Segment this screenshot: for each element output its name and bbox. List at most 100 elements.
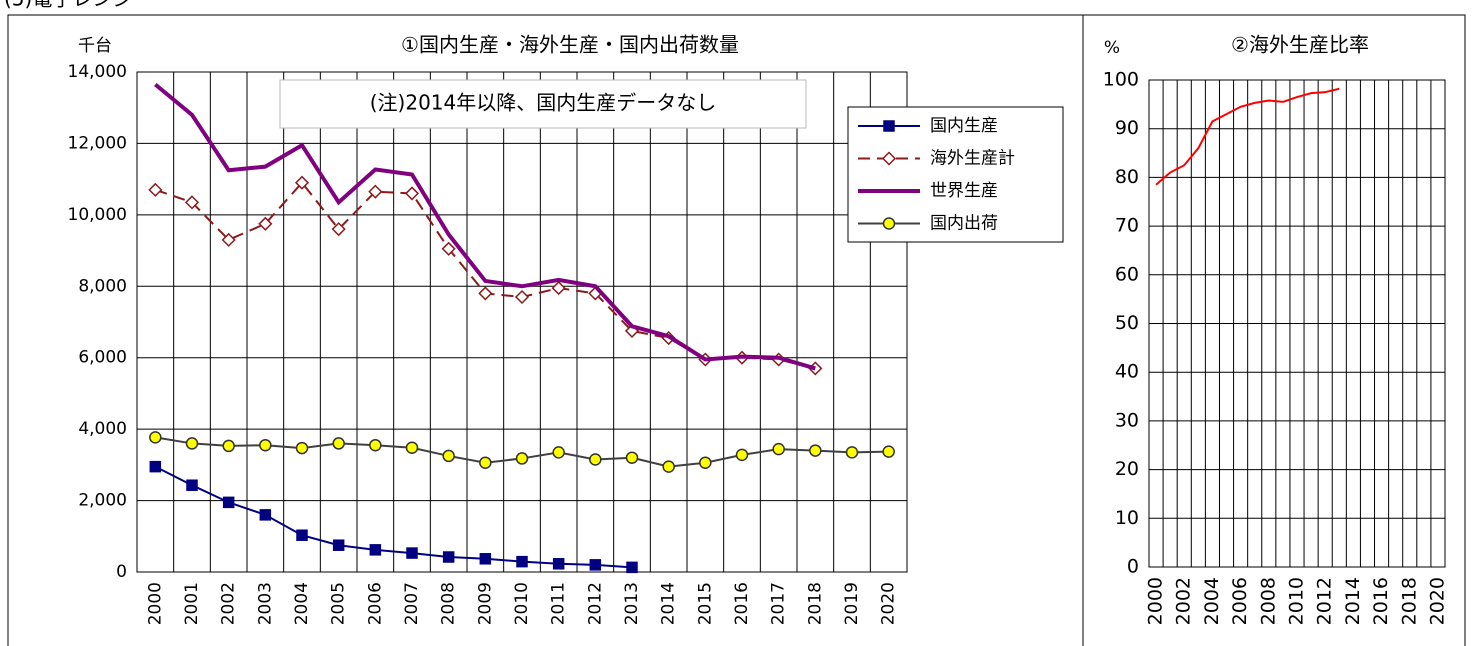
x-tick-label: 2004 bbox=[292, 582, 312, 625]
x-tick-label: 2008 bbox=[439, 582, 459, 625]
marker bbox=[772, 442, 785, 456]
x-tick-label: 2018 bbox=[1398, 577, 1420, 625]
marker bbox=[441, 241, 456, 256]
legend-label: 国内出荷 bbox=[930, 214, 998, 234]
series-line bbox=[154, 465, 633, 569]
series bbox=[149, 431, 895, 473]
x-tick-label: 2011 bbox=[549, 582, 569, 625]
marker bbox=[552, 558, 565, 570]
x-tick-label: 2002 bbox=[219, 582, 239, 625]
marker bbox=[148, 182, 163, 197]
y-tick-label: 20 bbox=[1115, 458, 1139, 480]
marker bbox=[294, 175, 310, 190]
y-tick-label: 50 bbox=[1115, 312, 1139, 334]
marker bbox=[883, 120, 895, 132]
series-line bbox=[154, 82, 816, 371]
y-tick-label: 10 bbox=[1115, 507, 1139, 529]
x-tick-label: 2003 bbox=[255, 582, 275, 625]
x-tick-label: 2020 bbox=[1426, 577, 1448, 625]
marker bbox=[735, 448, 749, 462]
marker bbox=[258, 216, 273, 231]
x-tick-label: 2000 bbox=[1145, 577, 1167, 625]
marker bbox=[369, 544, 382, 556]
x-tick-label: 2010 bbox=[512, 582, 532, 625]
marker bbox=[222, 439, 235, 453]
x-tick-label: 2016 bbox=[732, 582, 752, 625]
x-tick-label: 2019 bbox=[842, 582, 862, 625]
x-tick-label: 2004 bbox=[1201, 577, 1223, 625]
marker bbox=[296, 529, 308, 541]
marker bbox=[404, 186, 420, 201]
legend-label: 国内生産 bbox=[930, 116, 998, 136]
y-tick-label: 14,000 bbox=[68, 62, 127, 82]
y-tick-label: 0 bbox=[1127, 556, 1139, 578]
marker bbox=[551, 281, 566, 296]
series-line bbox=[1155, 87, 1340, 186]
x-tick-label: 2008 bbox=[1257, 577, 1279, 625]
x-tick-label: 2007 bbox=[402, 582, 422, 625]
legend-label: 世界生産 bbox=[930, 181, 998, 201]
marker bbox=[332, 539, 345, 551]
marker bbox=[259, 509, 272, 521]
chart-title: ①国内生産・海外生産・国内出荷数量 bbox=[401, 33, 739, 57]
x-tick-label: 2009 bbox=[475, 582, 495, 625]
marker bbox=[331, 222, 346, 237]
marker bbox=[881, 151, 897, 166]
marker bbox=[221, 232, 236, 247]
x-tick-label: 2014 bbox=[1342, 577, 1364, 625]
marker bbox=[442, 449, 455, 463]
marker bbox=[845, 446, 859, 459]
frame bbox=[7, 14, 1466, 646]
y-tick-label: 70 bbox=[1115, 215, 1139, 237]
marker bbox=[149, 460, 162, 473]
y-tick-label: 4,000 bbox=[78, 419, 127, 439]
series bbox=[154, 82, 816, 371]
legend-label: 海外生産計 bbox=[930, 149, 1015, 169]
y-tick-label: 10,000 bbox=[68, 205, 127, 225]
marker bbox=[699, 456, 712, 469]
marker bbox=[882, 445, 895, 458]
series bbox=[149, 460, 638, 574]
y-tick-label: 2,000 bbox=[78, 491, 127, 511]
plot-area bbox=[136, 71, 908, 573]
marker bbox=[626, 561, 638, 574]
x-tick-label: 2001 bbox=[182, 582, 202, 625]
marker bbox=[589, 453, 602, 466]
marker bbox=[478, 286, 493, 301]
marker bbox=[295, 441, 309, 455]
y-tick-label: 40 bbox=[1115, 361, 1139, 383]
marker bbox=[515, 452, 529, 465]
x-tick-label: 2016 bbox=[1370, 577, 1392, 625]
marker bbox=[186, 479, 198, 491]
x-tick-label: 2017 bbox=[769, 582, 789, 625]
marker bbox=[406, 547, 418, 559]
y-axis-label: % bbox=[1104, 38, 1120, 58]
marker bbox=[405, 441, 419, 454]
marker bbox=[625, 451, 639, 464]
y-tick-label: 100 bbox=[1103, 69, 1139, 91]
marker bbox=[662, 460, 675, 473]
marker bbox=[185, 437, 199, 450]
x-tick-label: 2013 bbox=[622, 582, 642, 625]
marker bbox=[149, 431, 162, 444]
marker bbox=[552, 446, 565, 459]
marker bbox=[514, 289, 530, 305]
x-tick-label: 2014 bbox=[659, 582, 679, 625]
y-tick-label: 6,000 bbox=[78, 348, 127, 368]
series bbox=[1155, 87, 1340, 186]
annotation-box bbox=[279, 79, 807, 129]
x-tick-label: 2002 bbox=[1173, 577, 1195, 625]
y-tick-label: 30 bbox=[1115, 409, 1139, 431]
annotation: (注)2014年以降、国内生産データなし bbox=[370, 91, 717, 115]
marker bbox=[479, 553, 492, 565]
y-tick-label: 80 bbox=[1115, 166, 1139, 188]
x-tick-label: 2020 bbox=[879, 582, 899, 625]
marker bbox=[259, 438, 272, 452]
marker bbox=[184, 195, 200, 210]
x-tick-label: 2010 bbox=[1286, 577, 1308, 625]
x-tick-label: 2018 bbox=[805, 582, 825, 625]
marker bbox=[332, 437, 345, 450]
y-tick-label: 60 bbox=[1115, 263, 1139, 285]
heading: (5)電子レンジ bbox=[4, 0, 132, 11]
